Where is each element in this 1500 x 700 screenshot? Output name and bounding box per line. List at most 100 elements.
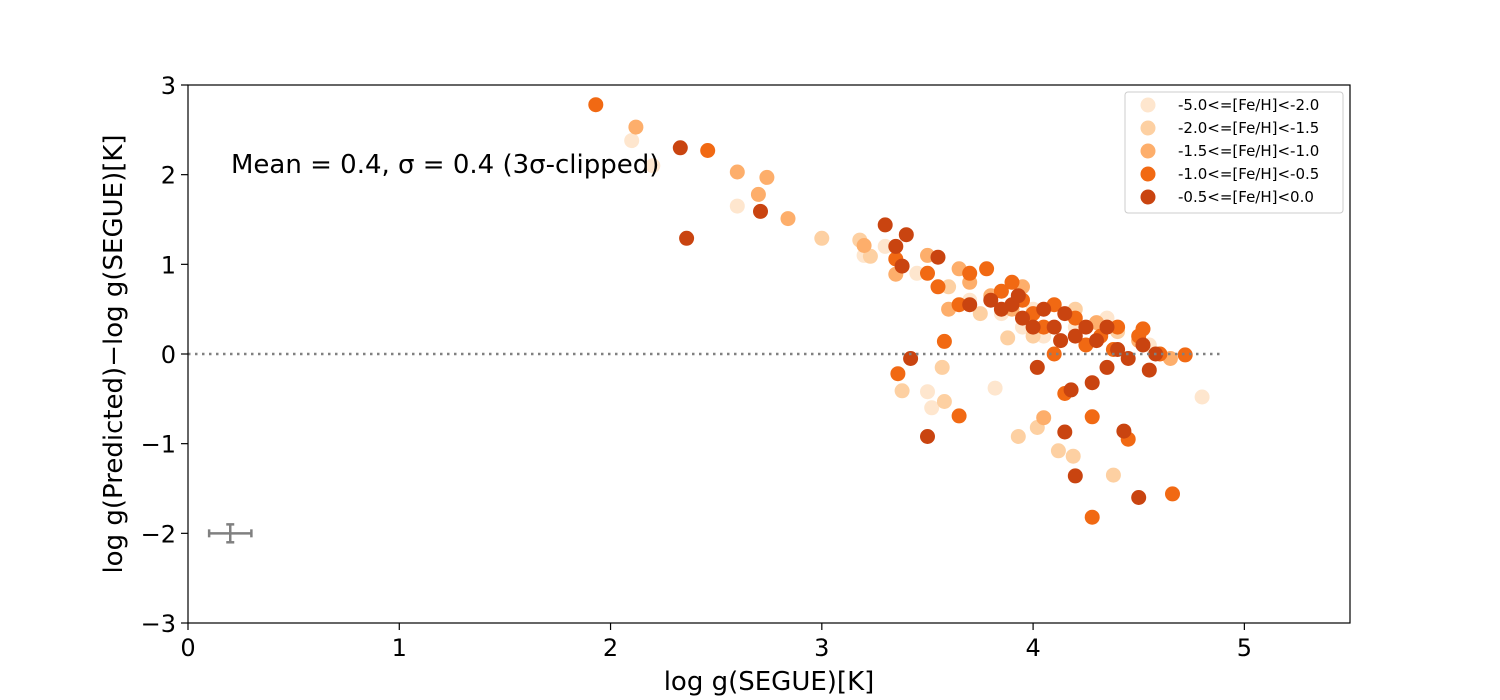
data-point-s3-5 — [930, 279, 946, 295]
x-tick-label: 2 — [603, 634, 618, 662]
legend-label: -1.0<=[Fe/H]<-0.5 — [1178, 165, 1319, 183]
legend-marker — [1140, 166, 1156, 182]
data-point-s4-33 — [1141, 362, 1157, 378]
data-point-s4-14 — [1015, 310, 1030, 326]
x-tick-label: 1 — [392, 634, 407, 662]
data-point-s1-4 — [934, 359, 950, 375]
data-point-s2-2 — [750, 186, 766, 202]
data-point-s3-6 — [936, 333, 952, 349]
data-point-s3-8 — [962, 265, 978, 281]
data-point-s4-29 — [1116, 423, 1132, 439]
data-point-s0-1 — [645, 158, 661, 174]
data-point-s0-4 — [877, 238, 893, 254]
data-point-s4-5 — [894, 258, 910, 274]
data-point-s4-35 — [1010, 288, 1026, 304]
legend-marker — [1140, 120, 1156, 136]
data-point-s4-32 — [1135, 337, 1151, 353]
data-point-s4-10 — [962, 297, 978, 313]
data-point-s1-8 — [1050, 443, 1066, 459]
data-point-s2-4 — [780, 211, 796, 227]
stats-annotation: Mean = 0.4, σ = 0.4 (3σ-clipped) — [231, 150, 659, 180]
data-point-s4-18 — [1046, 319, 1062, 335]
data-point-s4-8 — [920, 429, 935, 444]
data-point-s1-0 — [814, 230, 830, 246]
error-bar-layer — [207, 523, 253, 544]
data-point-s3-27 — [1165, 486, 1180, 502]
data-point-s1-12 — [972, 306, 988, 322]
data-point-s3-14 — [1036, 319, 1052, 335]
y-axis-label: log g(Predicted)−log g(SEGUE)[K] — [99, 134, 129, 573]
data-point-s4-3 — [877, 217, 893, 233]
data-point-s0-14 — [909, 265, 925, 281]
data-point-s1-10 — [1105, 467, 1121, 483]
data-point-s4-31 — [1131, 490, 1147, 505]
legend-marker — [1140, 143, 1156, 159]
data-point-s3-19 — [1084, 409, 1100, 425]
data-point-s4-22 — [1067, 328, 1083, 344]
data-point-s0-0 — [624, 133, 640, 149]
data-point-s1-5 — [936, 394, 952, 409]
data-point-s4-25 — [1084, 375, 1100, 391]
legend-label: -2.0<=[Fe/H]<-1.5 — [1178, 119, 1319, 137]
x-tick-label: 4 — [1025, 634, 1040, 662]
legend-items: -5.0<=[Fe/H]<-2.0 -2.0<=[Fe/H]<-1.5 -1.5<=… — [1140, 96, 1319, 206]
x-tick-label: 3 — [814, 634, 829, 662]
points-layer — [588, 97, 1210, 525]
data-point-s3-10 — [993, 283, 1009, 299]
data-point-s1-6 — [1010, 429, 1026, 444]
data-point-s4-37 — [1099, 319, 1115, 335]
data-point-s4-6 — [898, 227, 914, 243]
data-point-s3-4 — [920, 265, 935, 281]
data-point-s0-6 — [924, 400, 940, 416]
data-point-s3-31 — [951, 297, 967, 313]
legend-marker — [1140, 189, 1156, 205]
data-point-s0-5 — [920, 384, 935, 400]
data-point-s1-3 — [894, 383, 910, 399]
data-point-s4-26 — [1089, 333, 1104, 349]
data-point-s4-19 — [1053, 333, 1069, 349]
data-point-s4-4 — [888, 238, 904, 254]
data-point-s0-13 — [1194, 389, 1210, 405]
data-point-s3-1 — [700, 143, 716, 158]
data-point-s2-3 — [759, 169, 775, 185]
data-point-s4-7 — [903, 351, 919, 366]
data-point-s4-1 — [679, 230, 695, 246]
y-tick-label: −3 — [141, 610, 176, 638]
data-point-s3-28 — [1177, 347, 1193, 363]
data-point-s1-9 — [1065, 448, 1081, 464]
data-point-s3-11 — [1004, 274, 1020, 290]
legend-frame — [1124, 91, 1344, 214]
data-point-s3-20 — [1084, 509, 1100, 525]
data-point-s4-17 — [1036, 301, 1052, 317]
data-point-s2-1 — [729, 164, 745, 180]
data-point-s1-11 — [941, 279, 957, 295]
y-tick-label: −1 — [141, 431, 176, 459]
data-point-s4-27 — [1099, 359, 1115, 375]
x-tick-label: 5 — [1237, 634, 1252, 662]
legend-marker — [1140, 97, 1156, 113]
data-point-s2-12 — [1036, 410, 1052, 426]
y-tick-label: −2 — [141, 520, 176, 548]
data-point-s4-0 — [672, 140, 688, 156]
data-point-s4-11 — [983, 292, 999, 308]
x-axis-label: log g(SEGUE)[K] — [664, 667, 875, 697]
data-point-s3-30 — [1110, 319, 1126, 335]
data-point-s3-7 — [951, 408, 967, 424]
data-point-s0-7 — [987, 380, 1003, 396]
data-point-s4-9 — [930, 249, 946, 265]
data-point-s4-30 — [1120, 351, 1136, 366]
data-point-s3-3 — [890, 366, 906, 382]
data-point-s0-2 — [729, 198, 745, 214]
y-tick-label: 0 — [161, 341, 176, 369]
data-point-s3-9 — [979, 261, 995, 277]
data-point-s4-20 — [1057, 424, 1073, 440]
data-point-s4-21 — [1063, 382, 1079, 398]
data-point-s4-15 — [1025, 319, 1041, 335]
x-axis-ticks: 0 1 2 3 4 5 — [180, 623, 1252, 662]
data-point-s3-0 — [588, 97, 604, 113]
legend-label: -1.5<=[Fe/H]<-1.0 — [1178, 142, 1319, 160]
data-point-s4-24 — [1078, 319, 1094, 335]
y-tick-label: 3 — [161, 72, 176, 100]
legend-label: -0.5<=[Fe/H]<0.0 — [1178, 188, 1314, 206]
